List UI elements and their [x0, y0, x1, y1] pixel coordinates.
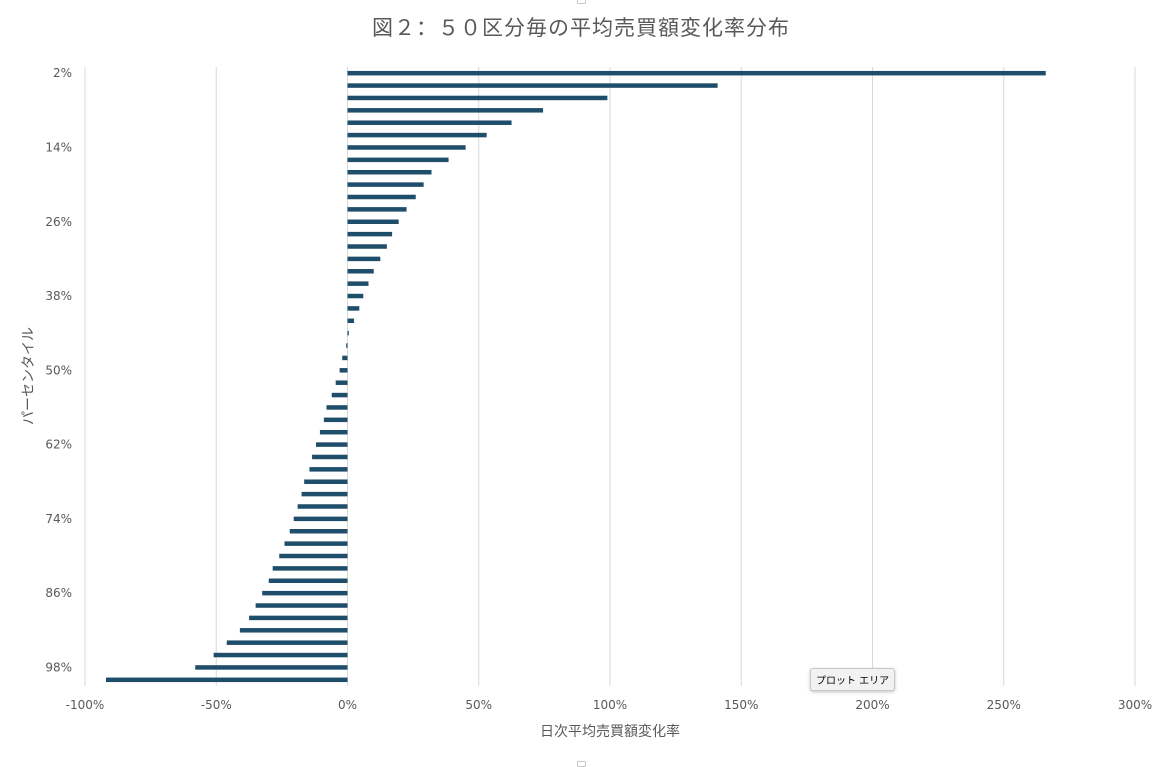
bar[interactable] — [347, 244, 387, 249]
bar[interactable] — [342, 355, 348, 361]
y-tick-label: 26% — [45, 215, 72, 229]
x-tick-label: 150% — [724, 698, 758, 712]
bar[interactable] — [347, 95, 608, 101]
y-axis-ticks: 2% 14% 26% 38% 50% 62% 74% 86% 98% — [45, 66, 72, 674]
bar[interactable] — [213, 652, 348, 658]
x-tick-label: 300% — [1118, 698, 1152, 712]
y-tick-label: 74% — [45, 512, 72, 526]
x-tick-label: -100% — [66, 698, 105, 712]
bar[interactable] — [347, 120, 512, 125]
bar[interactable] — [347, 182, 424, 187]
bar[interactable] — [347, 169, 432, 175]
plot-area-tooltip: プロット エリア — [810, 668, 896, 691]
bar[interactable] — [293, 516, 348, 522]
bar[interactable] — [335, 380, 348, 385]
bar[interactable] — [347, 145, 466, 150]
bar[interactable] — [195, 665, 348, 670]
chart-resize-handle-bottom[interactable] — [577, 761, 586, 767]
chart-title: 図２：５０区分毎の平均売買額変化率分布 — [372, 16, 790, 40]
bar[interactable] — [347, 132, 487, 138]
chart-resize-handle-top[interactable] — [577, 0, 586, 4]
bar[interactable] — [347, 219, 399, 225]
bar[interactable] — [262, 590, 348, 596]
y-tick-label: 14% — [45, 140, 72, 154]
bar[interactable] — [268, 578, 348, 584]
bar-series[interactable] — [106, 70, 1046, 683]
bar[interactable] — [279, 553, 348, 559]
bar[interactable] — [284, 541, 348, 546]
bar[interactable] — [312, 454, 348, 460]
bar[interactable] — [326, 405, 348, 410]
bar[interactable] — [304, 479, 348, 484]
y-tick-label: 2% — [53, 66, 72, 80]
bar[interactable] — [316, 442, 348, 447]
x-tick-label: 250% — [987, 698, 1021, 712]
bar[interactable] — [347, 157, 449, 163]
x-tick-label: 200% — [855, 698, 889, 712]
x-tick-label: 100% — [593, 698, 627, 712]
x-tick-label: -50% — [201, 698, 232, 712]
bar[interactable] — [239, 628, 348, 633]
bar[interactable] — [347, 306, 360, 311]
bar[interactable] — [301, 491, 348, 497]
x-axis-ticks: -100% -50% 0% 50% 100% 150% 200% 250% 300% — [66, 698, 1152, 712]
y-tick-label: 62% — [45, 438, 72, 452]
bar[interactable] — [347, 194, 416, 200]
bar[interactable] — [309, 467, 348, 472]
bar[interactable] — [347, 318, 355, 324]
bar[interactable] — [255, 603, 348, 608]
bar[interactable] — [272, 566, 348, 571]
bar[interactable] — [346, 343, 348, 348]
bar[interactable] — [347, 281, 369, 286]
bar[interactable] — [347, 231, 393, 237]
y-tick-label: 50% — [45, 363, 72, 377]
bar[interactable] — [347, 83, 718, 88]
bar[interactable] — [249, 615, 348, 621]
bar[interactable] — [339, 368, 348, 373]
y-tick-label: 38% — [45, 289, 72, 303]
bar[interactable] — [323, 417, 348, 423]
x-axis-title: 日次平均売買額変化率 — [540, 723, 680, 740]
y-axis-title: パーセンタイル — [21, 327, 37, 425]
bar[interactable] — [297, 504, 348, 509]
x-tick-label: 50% — [465, 698, 492, 712]
bar[interactable] — [331, 392, 348, 398]
bar[interactable] — [319, 429, 348, 435]
y-tick-label: 98% — [45, 660, 72, 674]
gridlines — [84, 67, 1136, 686]
bar[interactable] — [289, 529, 348, 534]
x-tick-label: 0% — [338, 698, 357, 712]
bar[interactable] — [347, 293, 364, 299]
bar[interactable] — [347, 256, 381, 262]
bar[interactable] — [347, 70, 1046, 76]
bar[interactable] — [347, 207, 407, 212]
bar[interactable] — [347, 330, 349, 336]
bar[interactable] — [226, 640, 348, 645]
y-tick-label: 86% — [45, 586, 72, 600]
bar[interactable] — [106, 677, 348, 683]
bar[interactable] — [347, 108, 544, 113]
bar[interactable] — [347, 269, 374, 274]
